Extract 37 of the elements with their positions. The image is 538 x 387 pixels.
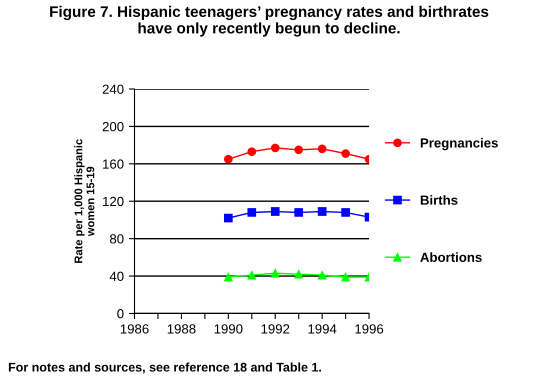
point: [318, 270, 326, 280]
point: [294, 270, 304, 279]
y-tick-label: 240: [102, 84, 124, 94]
point: [294, 208, 304, 217]
x-tick-label: 1992: [262, 324, 290, 334]
point: [270, 144, 280, 152]
x-tick-label: 1988: [168, 324, 196, 334]
text: For notes and sources, see reference 18 and Table 1.: [8, 362, 321, 374]
x-tick-label: 1996: [355, 324, 384, 334]
y-tick-label: 40: [110, 272, 124, 281]
point: [318, 144, 326, 154]
point: [247, 208, 256, 217]
x-tick-label: 1994: [308, 324, 336, 334]
point: [341, 208, 350, 217]
legend-label: Abortions: [420, 252, 482, 262]
point: [270, 207, 280, 216]
point: [341, 149, 350, 158]
point: [224, 154, 233, 164]
point: [318, 207, 326, 216]
point: [270, 268, 280, 278]
x-tick-label: 1986: [120, 324, 149, 334]
point: [294, 145, 304, 154]
point: [247, 147, 256, 156]
legend-label: Births: [420, 195, 458, 205]
y-tick-label: 120: [103, 196, 124, 206]
point: [247, 270, 256, 280]
y-tick-label: 80: [110, 234, 124, 244]
y-tick-label: 200: [102, 122, 124, 132]
x-tick-label: 1990: [214, 324, 242, 334]
y-axis-title: Rate per 1,000 Hispanic women 15-19: [74, 139, 94, 263]
point: [224, 272, 233, 282]
chart-title: Figure 7. Hispanic teenagers’ pregnancy rates and birthrates have only recently begun to decline.: [50, 6, 488, 37]
point: [341, 272, 350, 282]
legend-label: Pregnancies: [420, 138, 498, 150]
y-tick-label: 0: [117, 309, 124, 318]
point: [224, 214, 233, 222]
y-tick-label: 160: [103, 159, 124, 169]
